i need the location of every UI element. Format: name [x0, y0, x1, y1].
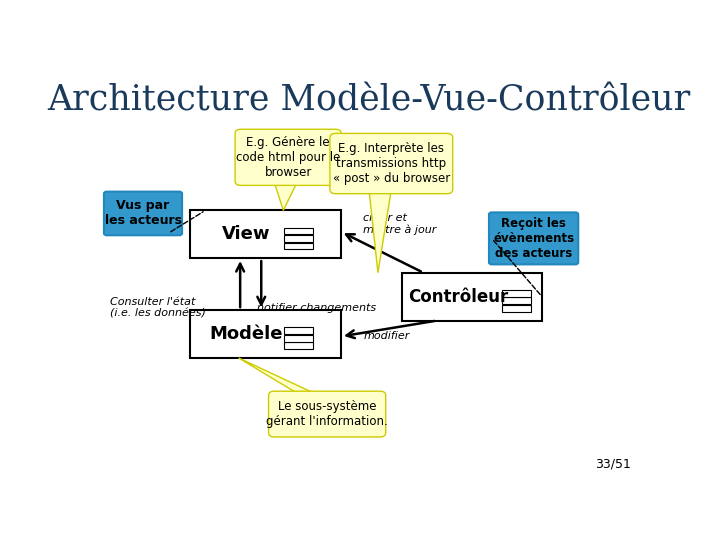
- Text: Consulter l'état
(i.e. les données): Consulter l'état (i.e. les données): [109, 297, 205, 319]
- FancyBboxPatch shape: [269, 391, 386, 437]
- FancyBboxPatch shape: [503, 298, 531, 304]
- Text: E.g. Génère le
code html pour le
browser: E.g. Génère le code html pour le browser: [236, 136, 341, 179]
- Polygon shape: [369, 190, 392, 273]
- FancyBboxPatch shape: [284, 342, 313, 349]
- Text: Le sous-système
gérant l'information.: Le sous-système gérant l'information.: [266, 400, 388, 428]
- Text: 33/51: 33/51: [595, 457, 631, 470]
- Text: Reçoit les
évènements
des acteurs: Reçoit les évènements des acteurs: [493, 217, 574, 260]
- FancyBboxPatch shape: [190, 210, 341, 258]
- Text: View: View: [222, 225, 271, 243]
- FancyBboxPatch shape: [190, 310, 341, 358]
- Text: notifier changements: notifier changements: [257, 303, 376, 313]
- Text: Architecture Modèle-Vue-Contrôleur: Architecture Modèle-Vue-Contrôleur: [48, 83, 690, 117]
- Text: E.g. Interprète les
transmissions http
« post » du browser: E.g. Interprète les transmissions http «…: [333, 142, 450, 185]
- FancyBboxPatch shape: [489, 212, 578, 265]
- FancyBboxPatch shape: [402, 273, 542, 321]
- FancyBboxPatch shape: [503, 290, 531, 296]
- FancyBboxPatch shape: [284, 227, 313, 234]
- Polygon shape: [274, 181, 297, 210]
- Text: Contrôleur: Contrôleur: [408, 288, 508, 306]
- Text: modifier: modifier: [364, 332, 410, 341]
- FancyBboxPatch shape: [330, 133, 453, 194]
- FancyBboxPatch shape: [503, 305, 531, 312]
- FancyBboxPatch shape: [284, 242, 313, 249]
- FancyBboxPatch shape: [104, 192, 182, 235]
- FancyBboxPatch shape: [235, 129, 341, 185]
- Text: Modèle: Modèle: [210, 325, 283, 343]
- FancyBboxPatch shape: [284, 235, 313, 242]
- Text: Vus par
les acteurs: Vus par les acteurs: [104, 199, 181, 227]
- FancyBboxPatch shape: [284, 327, 313, 334]
- FancyBboxPatch shape: [284, 335, 313, 341]
- Text: créer et
mettre à jour: créer et mettre à jour: [364, 213, 437, 235]
- Polygon shape: [238, 358, 319, 395]
